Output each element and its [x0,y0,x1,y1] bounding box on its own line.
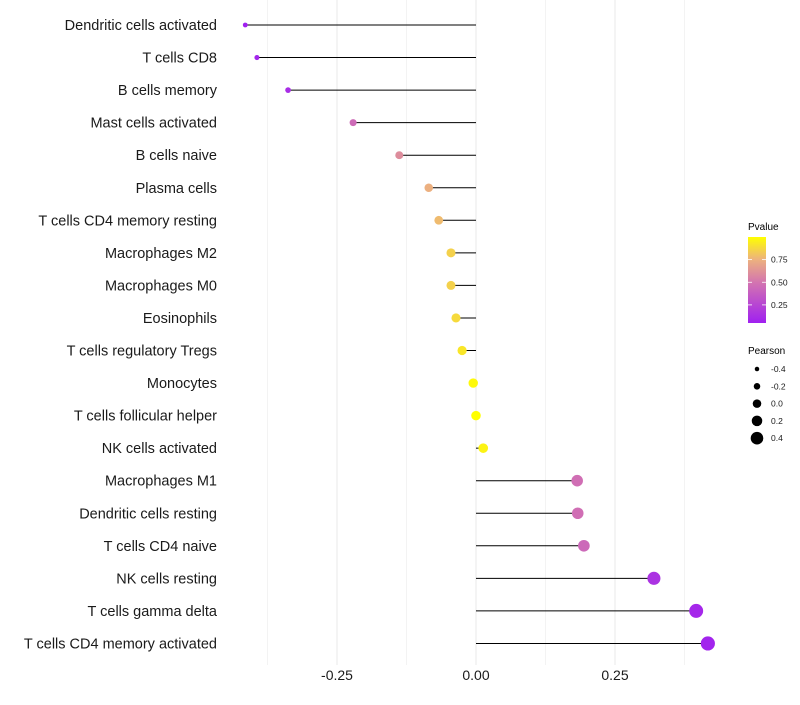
size-legend-label: 0.4 [771,433,783,443]
data-point [242,22,248,28]
y-tick-label: Dendritic cells activated [65,18,217,34]
data-point [254,55,260,61]
y-tick-label: Macrophages M0 [105,278,217,294]
colorbar-tick-label: 0.25 [771,300,788,310]
y-axis-labels: Dendritic cells activated T cells CD8 B ce… [24,18,218,652]
data-point [285,87,291,93]
size-legend-dot [753,383,761,390]
data-point [468,378,478,388]
pvalue-colorbar [748,237,766,323]
data-point [451,313,461,323]
data-point [571,474,583,487]
pvalue-legend-title: Pvalue [748,222,779,233]
y-tick-label: Dendritic cells resting [79,506,217,522]
y-tick-label: Eosinophils [143,311,217,327]
y-tick-label: Macrophages M2 [105,246,217,262]
colorbar-tick-label: 0.50 [771,277,788,287]
y-tick-label: Macrophages M1 [105,474,217,490]
y-tick-label: NK cells resting [116,571,217,587]
data-point [578,539,590,552]
data-point [424,183,434,193]
y-tick-label: T cells regulatory Tregs [67,344,217,360]
size-legend-label: -0.2 [771,381,786,391]
size-legend-dot [752,399,762,408]
data-point [571,507,584,520]
y-tick-label: T cells gamma delta [88,604,218,620]
y-tick-label: T cells follicular helper [74,409,217,425]
x-tick-label: 0.25 [601,667,628,683]
y-tick-label: T cells CD8 [142,51,217,67]
size-legend-label: 0.0 [771,399,783,409]
data-point [471,410,481,421]
colorbar-tick-label: 0.75 [771,255,788,265]
y-tick-label: B cells naive [136,148,217,164]
segments [245,24,708,644]
x-tick-label: 0.00 [462,667,489,683]
data-point [647,571,661,585]
x-tick-label: -0.25 [321,667,353,683]
size-legend-dot [751,415,763,427]
grid-lines [267,0,685,665]
data-point [478,443,489,453]
legend: Pvalue 0.25 0.50 0.75 Pearson -0.4 -0.2 0.0 0… [748,222,788,445]
y-tick-label: Monocytes [147,376,217,392]
y-tick-label: T cells CD4 memory resting [38,213,217,229]
size-legend-label: 0.2 [771,416,783,426]
x-axis-labels: -0.25 0.00 0.25 [321,667,629,683]
y-tick-label: B cells memory [118,83,218,99]
data-point [689,603,704,618]
data-point [434,215,444,225]
y-tick-label: NK cells activated [102,441,217,457]
y-tick-label: Mast cells activated [90,116,217,132]
data-point [446,248,456,258]
data-point [349,119,357,127]
y-tick-label: Plasma cells [136,181,217,197]
pearson-legend-title: Pearson [748,346,785,357]
points [242,22,715,651]
data-point [446,280,456,290]
data-point [395,151,404,160]
data-point [700,636,715,651]
size-legend-dot [754,366,760,372]
y-tick-label: T cells CD4 memory activated [24,636,217,652]
data-point [457,345,467,356]
size-legend-dot [750,431,764,445]
y-tick-label: T cells CD4 naive [104,539,217,555]
size-legend-label: -0.4 [771,364,786,374]
